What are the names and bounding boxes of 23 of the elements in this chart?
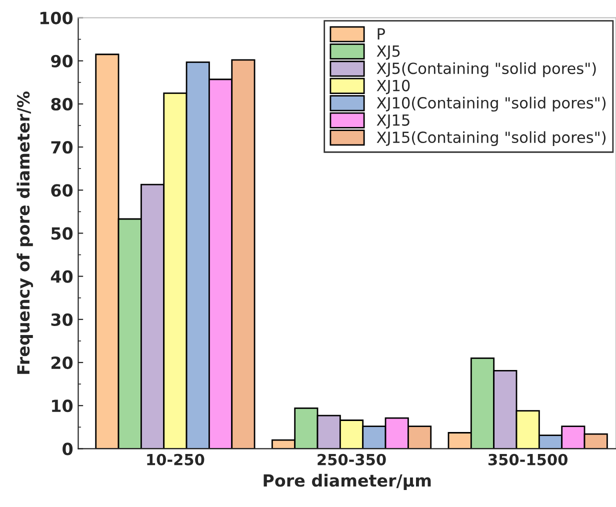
y-tick-label: 40 xyxy=(50,270,73,283)
legend-label: XJ5 xyxy=(376,46,400,60)
legend-label: XJ10(Containing "solid pores") xyxy=(376,96,606,112)
x-axis-title: Pore diameter/μm xyxy=(264,474,431,490)
y-tick-label: 30 xyxy=(51,313,73,326)
legend-label: XJ15(Containing "solid pores") xyxy=(376,131,606,146)
x-tick-label: 10-250 xyxy=(147,454,204,466)
y-tick-label: 80 xyxy=(51,98,73,111)
y-tick-label: 20 xyxy=(51,356,73,370)
legend-label: XJ5(Containing "solid pores") xyxy=(376,62,596,78)
legend-label: P xyxy=(378,28,385,40)
y-tick-label: 90 xyxy=(51,54,73,68)
y-tick-label: 0 xyxy=(62,442,73,456)
legend-label: XJ10 xyxy=(376,80,410,94)
x-tick-label: 350-1500 xyxy=(488,454,568,466)
y-axis-title: Frequency of pore diameter/% xyxy=(16,92,34,374)
x-tick-label: 250-350 xyxy=(318,454,386,466)
y-tick-label: 70 xyxy=(51,140,73,154)
y-tick-label: 10 xyxy=(52,400,73,412)
y-tick-label: 60 xyxy=(51,184,73,197)
legend-label: XJ15 xyxy=(376,114,410,129)
y-tick-label: 50 xyxy=(51,227,73,240)
y-tick-label: 100 xyxy=(40,12,73,24)
